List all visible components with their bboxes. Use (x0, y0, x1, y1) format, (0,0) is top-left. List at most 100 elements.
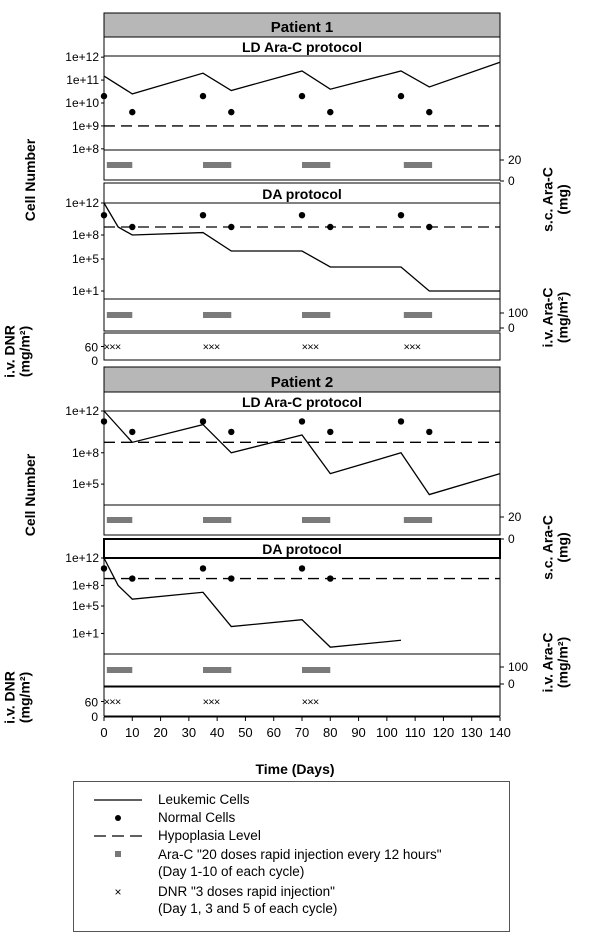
x-tick-label: 100 (376, 725, 398, 740)
p2-bottom-title: DA protocol (262, 541, 342, 557)
p2-iv-arac-bar (302, 667, 331, 673)
p2-bottom-normal-point (228, 575, 235, 582)
legend-normal-label: Normal Cells (158, 810, 236, 825)
legend-arac-label: Ara-C "20 doses rapid injection every 12… (158, 847, 442, 879)
p1-bottom-normal-point (199, 211, 207, 219)
p1-bottom-ytick-label: 1e+5 (72, 252, 99, 266)
p2-top-ytick-label: 1e+8 (72, 446, 99, 460)
ylabel-sc-p1: s.c. Ara-C (mg) (540, 167, 571, 232)
p1-top-title: LD Ara-C protocol (242, 39, 362, 55)
p2-bottom-plot (103, 557, 501, 655)
p1-iv-frame (103, 298, 501, 332)
p2-top-ytick-label: 1e+12 (65, 404, 99, 418)
x-tick-label: 30 (182, 725, 196, 740)
ylabel-iv-p1-line: i.v. Ara-C (540, 288, 556, 348)
p2-dnr-dnr-mark: × (214, 697, 220, 709)
p2-top-normal-point (199, 418, 207, 425)
p1-bottom-ytick-label: 1e+12 (65, 196, 99, 210)
p1-iv-arac-bar (106, 312, 133, 318)
hypoplasia-dash-icon (94, 835, 142, 837)
ylabel-dnr-p1-line: (mg/m²) (17, 326, 33, 377)
p2-top-normal-point (129, 428, 136, 436)
p1-dnr-dnr-mark: × (409, 342, 415, 354)
legend: Leukemic Cells Normal Cells Hypoplasia L… (73, 781, 510, 932)
ylabel-dnr-p2: i.v. DNR (mg/m²) (2, 671, 33, 724)
x-tick-label: 60 (266, 725, 280, 740)
p1-sc-arac-bar (203, 162, 232, 168)
legend-hypoplasia-label: Hypoplasia Level (158, 828, 261, 843)
ylabel-iv-p1-line: (mg/m²) (555, 292, 571, 343)
x-tick-label: 10 (125, 725, 139, 740)
p2-iv-frame (103, 653, 501, 687)
x-tick-label: 40 (210, 725, 224, 740)
patient2-title: Patient 2 (271, 374, 334, 391)
p2-bottom-leukemic-line (103, 557, 402, 648)
ylabel-iv-p1: i.v. Ara-C (mg/m²) (540, 288, 571, 348)
p2-iv-tick-label: 0 (508, 677, 515, 691)
x-tick-label: 0 (100, 725, 107, 740)
patient1-title: Patient 1 (271, 19, 334, 36)
p2-dnr-dnr-mark: × (104, 697, 110, 709)
ylabel-sc-p1-line: s.c. Ara-C (540, 167, 556, 232)
p1-bottom-ytick-label: 1e+8 (72, 228, 99, 242)
x-tick-label: 20 (153, 725, 167, 740)
p2-bottom-ytick-label: 1e+8 (72, 578, 99, 592)
p1-dnr-dnr-mark: × (203, 342, 209, 354)
p2-top-normal-point (298, 418, 306, 425)
p2-top-normal-point (327, 428, 334, 436)
p1-bottom-normal-point (100, 211, 108, 219)
p1-top-normal-point (228, 108, 235, 116)
p2-iv-arac-bar (106, 667, 133, 673)
ylabel-dnr-p2-line: (mg/m²) (17, 672, 33, 723)
p1-top-normal-point (426, 108, 433, 116)
p2-sc-tick-label: 0 (508, 532, 515, 546)
p1-dnr-dnr-mark: × (109, 342, 115, 354)
x-axis-title: Time (Days) (255, 761, 334, 777)
p2-bottom-ytick-label: 1e+12 (65, 551, 99, 565)
p2-sc-frame (103, 504, 501, 536)
x-tick-label: 50 (238, 725, 252, 740)
p1-top-leukemic-line (103, 61, 501, 95)
p1-bottom-leukemic-line (103, 202, 500, 292)
p2-dnr-dnr-mark: × (307, 697, 313, 709)
patient2-bar (103, 366, 501, 393)
p1-top-normal-point (129, 108, 136, 116)
svg-text:×: × (114, 885, 121, 899)
p1-dnr-tick-label: 0 (91, 354, 98, 368)
p2-top-title: LD Ara-C protocol (242, 394, 362, 410)
p2-dnr-dnr-mark: × (302, 697, 308, 709)
normal-dot-icon (115, 815, 121, 821)
p1-iv-tick-label: 100 (508, 306, 528, 320)
p2-bottom-normal-point (298, 565, 306, 572)
legend-leukemic-label: Leukemic Cells (158, 792, 250, 807)
p2-bottom-normal-point (327, 575, 334, 582)
p2-dnr-dnr-mark: × (203, 697, 209, 709)
p2-dnr-dnr-mark: × (109, 697, 115, 709)
p2-bottom-ytick-label: 1e+5 (72, 599, 99, 613)
p2-bottom-normal-point (129, 575, 136, 582)
p1-bottom-normal-point (228, 223, 235, 231)
p2-top-ytick-label: 1e+5 (72, 477, 99, 491)
ylabel-dnr-p1-line: i.v. DNR (2, 325, 18, 378)
ylabel-iv-p2: i.v. Ara-C (mg/m²) (540, 633, 571, 693)
p1-sc-arac-bar (403, 162, 433, 168)
p1-dnr-dnr-mark: × (415, 342, 421, 354)
p1-bottom-normal-point (129, 223, 136, 231)
p2-bottom-normal-point (100, 565, 108, 572)
leukemic-line-icon (94, 799, 142, 801)
p2-bottom-normal-point (199, 565, 207, 572)
p1-top-normal-point (298, 92, 306, 100)
p2-sc-arac-bar (106, 517, 133, 523)
p1-top-normal-point (327, 108, 334, 116)
p1-dnr-dnr-mark: × (104, 342, 110, 354)
p1-dnr-dnr-mark: × (307, 342, 313, 354)
x-tick-label: 140 (489, 725, 511, 740)
x-tick-label: 90 (351, 725, 365, 740)
p1-sc-arac-bar (302, 162, 331, 168)
p1-dnr-dnr-mark: × (302, 342, 308, 354)
x-tick-label: 70 (295, 725, 309, 740)
p2-top-normal-point (397, 418, 405, 425)
p1-dnr-dnr-mark: × (403, 342, 409, 354)
ylabel-iv-p2-line: (mg/m²) (555, 637, 571, 688)
p2-iv-tick-label: 100 (508, 660, 528, 674)
